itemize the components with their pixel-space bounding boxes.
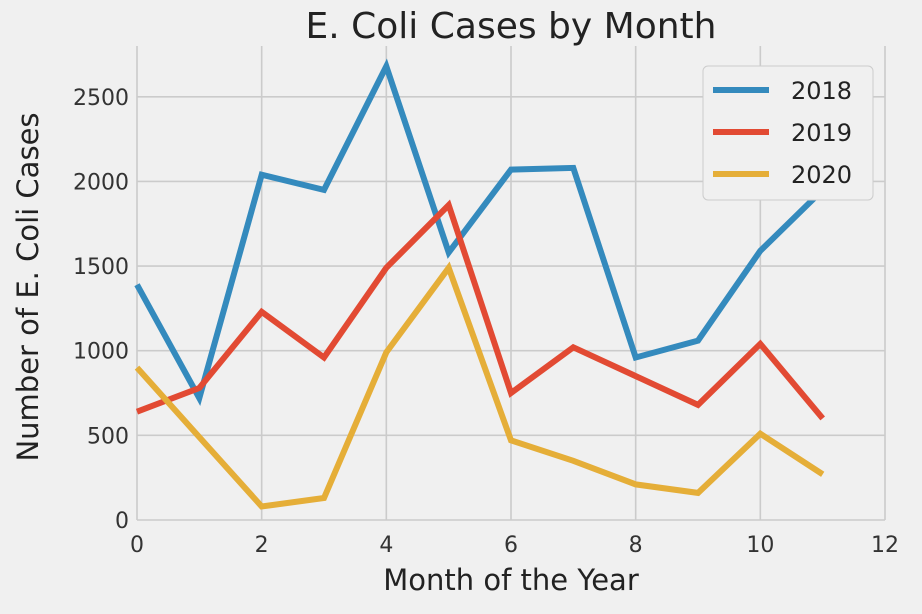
series-line-2020 bbox=[134, 261, 825, 510]
y-axis-ticks: 0 500 1000 1500 2000 2500 bbox=[73, 86, 129, 534]
x-tick-label: 10 bbox=[746, 533, 774, 558]
legend: 2018 2019 2020 bbox=[702, 65, 874, 201]
x-axis-ticks: 0 2 4 6 8 10 12 bbox=[130, 533, 899, 558]
x-tick-label: 8 bbox=[629, 533, 643, 558]
grid bbox=[136, 46, 886, 521]
legend-label: 2019 bbox=[791, 119, 852, 147]
legend-label: 2018 bbox=[791, 77, 852, 105]
y-tick-label: 1500 bbox=[73, 255, 129, 280]
x-tick-label: 6 bbox=[504, 533, 518, 558]
y-tick-label: 2500 bbox=[73, 86, 129, 111]
x-tick-label: 2 bbox=[255, 533, 269, 558]
x-tick-label: 0 bbox=[130, 533, 144, 558]
y-tick-label: 0 bbox=[115, 509, 129, 534]
legend-box bbox=[702, 65, 874, 201]
x-tick-label: 4 bbox=[379, 533, 393, 558]
y-tick-label: 2000 bbox=[73, 170, 129, 195]
series-line-2019 bbox=[135, 199, 825, 421]
x-axis-title: Month of the Year bbox=[383, 563, 639, 597]
x-tick-label: 12 bbox=[871, 533, 899, 558]
chart-title: E. Coli Cases by Month bbox=[306, 6, 717, 47]
y-tick-label: 1000 bbox=[73, 340, 129, 365]
series-lines bbox=[134, 58, 825, 510]
y-tick-label: 500 bbox=[87, 424, 129, 449]
legend-label: 2020 bbox=[791, 161, 852, 189]
y-axis-title: Number of E. Coli Cases bbox=[11, 112, 45, 461]
series-line-2018 bbox=[134, 58, 825, 406]
